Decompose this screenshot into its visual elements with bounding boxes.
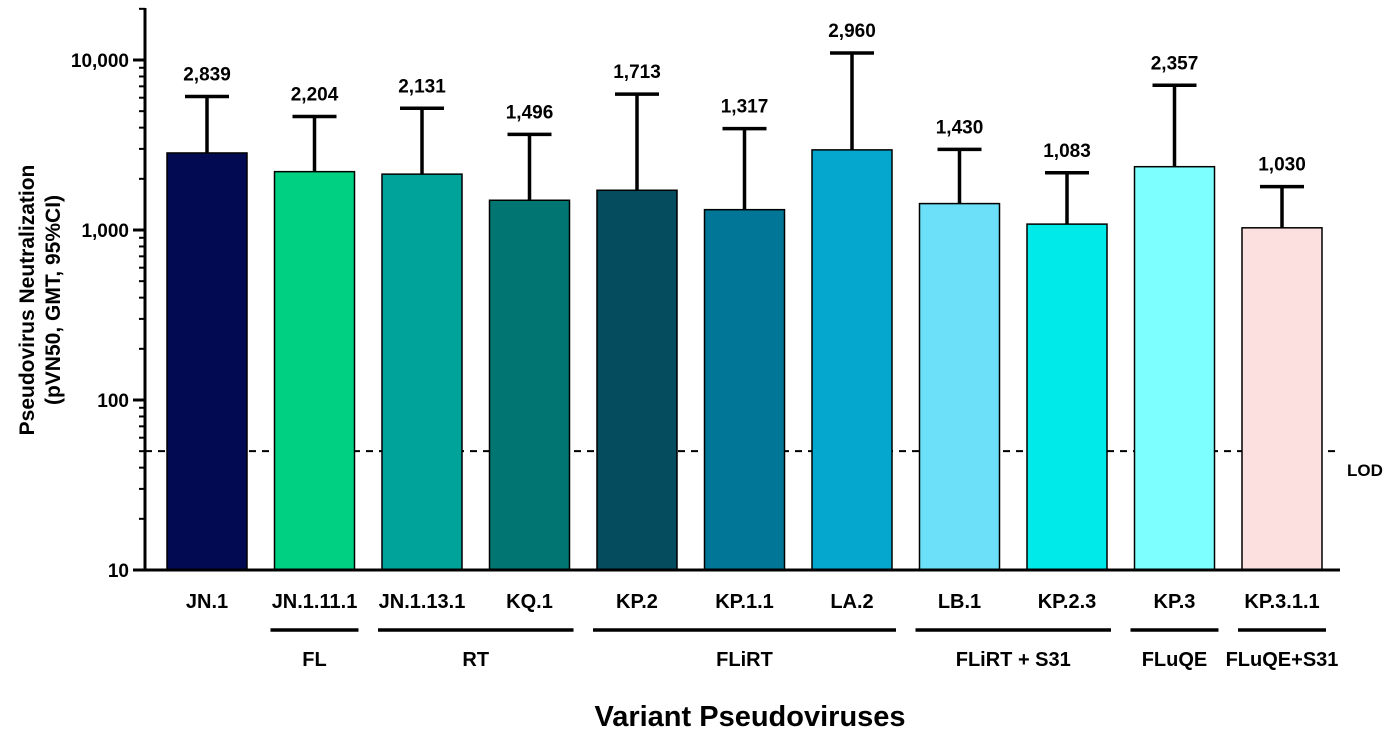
group-label: FLuQE	[1142, 649, 1208, 671]
bar-LA.2	[811, 149, 893, 571]
error-bars	[185, 51, 1304, 228]
x-tick-label: JN.1.13.1	[379, 591, 466, 613]
bar-LB.1	[918, 202, 1001, 571]
group-label: FL	[302, 649, 326, 671]
x-tick-label: KP.1.1	[715, 591, 774, 613]
x-tick-label: JN.1	[186, 591, 228, 613]
y-axis-title-line-1: Pseudovirus Neutralization	[16, 165, 39, 436]
x-tick-label: JN.1.11.1	[272, 591, 358, 613]
data-label: 2,357	[1151, 53, 1199, 74]
x-tick-label: KP.3	[1154, 591, 1196, 613]
data-label: 2,839	[183, 64, 231, 85]
bar-KP.2.3	[1026, 223, 1108, 571]
lod-label: LOD	[1347, 461, 1383, 480]
bars	[166, 149, 1323, 571]
x-axis-title: Variant Pseudoviruses	[594, 701, 905, 733]
data-label: 2,204	[291, 85, 339, 106]
group-label: FLiRT	[716, 649, 773, 671]
bar-KQ.1	[488, 199, 571, 571]
x-tick-label: KP.2.3	[1038, 591, 1097, 613]
y-axis: 10 100 1,000 10,000	[71, 7, 147, 582]
x-tick-label: LB.1	[938, 591, 981, 613]
x-axis: JN.1 JN.1.11.1 JN.1.13.1 KQ.1 KP.2 KP.1.1 LA.2…	[145, 568, 1340, 613]
bar-KP.3	[1133, 165, 1216, 571]
x-tick-label: KP.2	[616, 591, 658, 613]
data-labels: 2,839 2,204 2,131 1,496 1,713 1,317 2,960 1,430…	[183, 21, 1306, 176]
bar-KP.1.1	[703, 208, 786, 571]
x-tick-label: KP.3.1.1	[1244, 591, 1319, 613]
data-label: 1,317	[721, 97, 769, 118]
x-tick-label: LA.2	[830, 591, 873, 613]
data-label: 1,496	[506, 102, 554, 123]
group-label: RT	[462, 649, 489, 671]
bar-JN.1.11.1	[273, 170, 356, 571]
group-label: FLuQE+S31	[1226, 649, 1339, 671]
y-axis-title-line-2: (pVN50, GMT, 95%CI)	[42, 195, 65, 405]
data-label: 1,030	[1258, 155, 1306, 176]
x-tick-label: KQ.1	[506, 591, 553, 613]
bar-KP.2	[596, 189, 678, 571]
y-axis-title: Pseudovirus Neutralization (pVN50, GMT, …	[16, 165, 65, 436]
y-tick-label: 100	[97, 391, 129, 412]
variant-groups: FL RT FLiRT FLiRT + S31 FLuQE FLuQE+S31	[270, 628, 1339, 671]
y-tick-label: 1,000	[81, 221, 129, 242]
data-label: 1,430	[936, 117, 984, 138]
group-label: FLiRT + S31	[956, 649, 1071, 671]
data-label: 2,131	[398, 76, 446, 97]
data-label: 2,960	[828, 21, 876, 42]
bar-KP.3.1.1	[1241, 227, 1323, 571]
bar-JN.1	[166, 152, 248, 571]
bar-JN.1.13.1	[381, 173, 463, 571]
y-tick-label: 10,000	[71, 51, 129, 72]
y-tick-label: 10	[108, 561, 129, 582]
data-label: 1,083	[1043, 141, 1091, 162]
data-label: 1,713	[613, 62, 661, 83]
